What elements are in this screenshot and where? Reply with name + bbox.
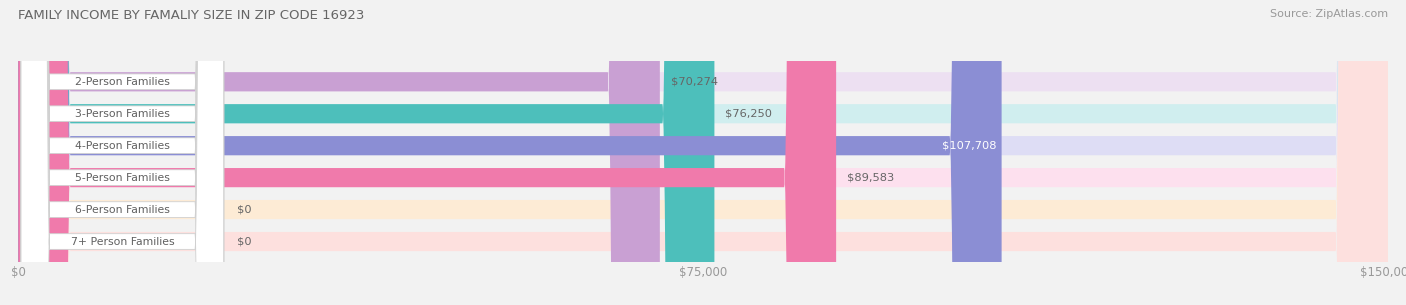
FancyBboxPatch shape: [18, 0, 1388, 305]
Text: $89,583: $89,583: [846, 173, 894, 183]
Text: $107,708: $107,708: [942, 141, 995, 151]
Text: 7+ Person Families: 7+ Person Families: [70, 237, 174, 246]
Text: 3-Person Families: 3-Person Families: [75, 109, 170, 119]
Text: Source: ZipAtlas.com: Source: ZipAtlas.com: [1270, 9, 1388, 19]
FancyBboxPatch shape: [21, 0, 224, 305]
FancyBboxPatch shape: [18, 0, 1388, 305]
Text: $76,250: $76,250: [725, 109, 772, 119]
FancyBboxPatch shape: [18, 0, 1388, 305]
Text: 6-Person Families: 6-Person Families: [75, 205, 170, 215]
FancyBboxPatch shape: [18, 0, 714, 305]
FancyBboxPatch shape: [18, 0, 1001, 305]
FancyBboxPatch shape: [21, 0, 224, 305]
Text: $0: $0: [238, 205, 252, 215]
Text: $70,274: $70,274: [671, 77, 718, 87]
FancyBboxPatch shape: [18, 0, 1388, 305]
Text: 2-Person Families: 2-Person Families: [75, 77, 170, 87]
Text: FAMILY INCOME BY FAMALIY SIZE IN ZIP CODE 16923: FAMILY INCOME BY FAMALIY SIZE IN ZIP COD…: [18, 9, 364, 22]
FancyBboxPatch shape: [18, 0, 659, 305]
FancyBboxPatch shape: [21, 0, 224, 305]
FancyBboxPatch shape: [21, 0, 224, 305]
Text: 4-Person Families: 4-Person Families: [75, 141, 170, 151]
FancyBboxPatch shape: [18, 0, 1388, 305]
FancyBboxPatch shape: [18, 0, 1388, 305]
FancyBboxPatch shape: [18, 0, 837, 305]
FancyBboxPatch shape: [21, 0, 224, 305]
FancyBboxPatch shape: [21, 0, 224, 305]
Text: $0: $0: [238, 237, 252, 246]
Text: 5-Person Families: 5-Person Families: [75, 173, 170, 183]
